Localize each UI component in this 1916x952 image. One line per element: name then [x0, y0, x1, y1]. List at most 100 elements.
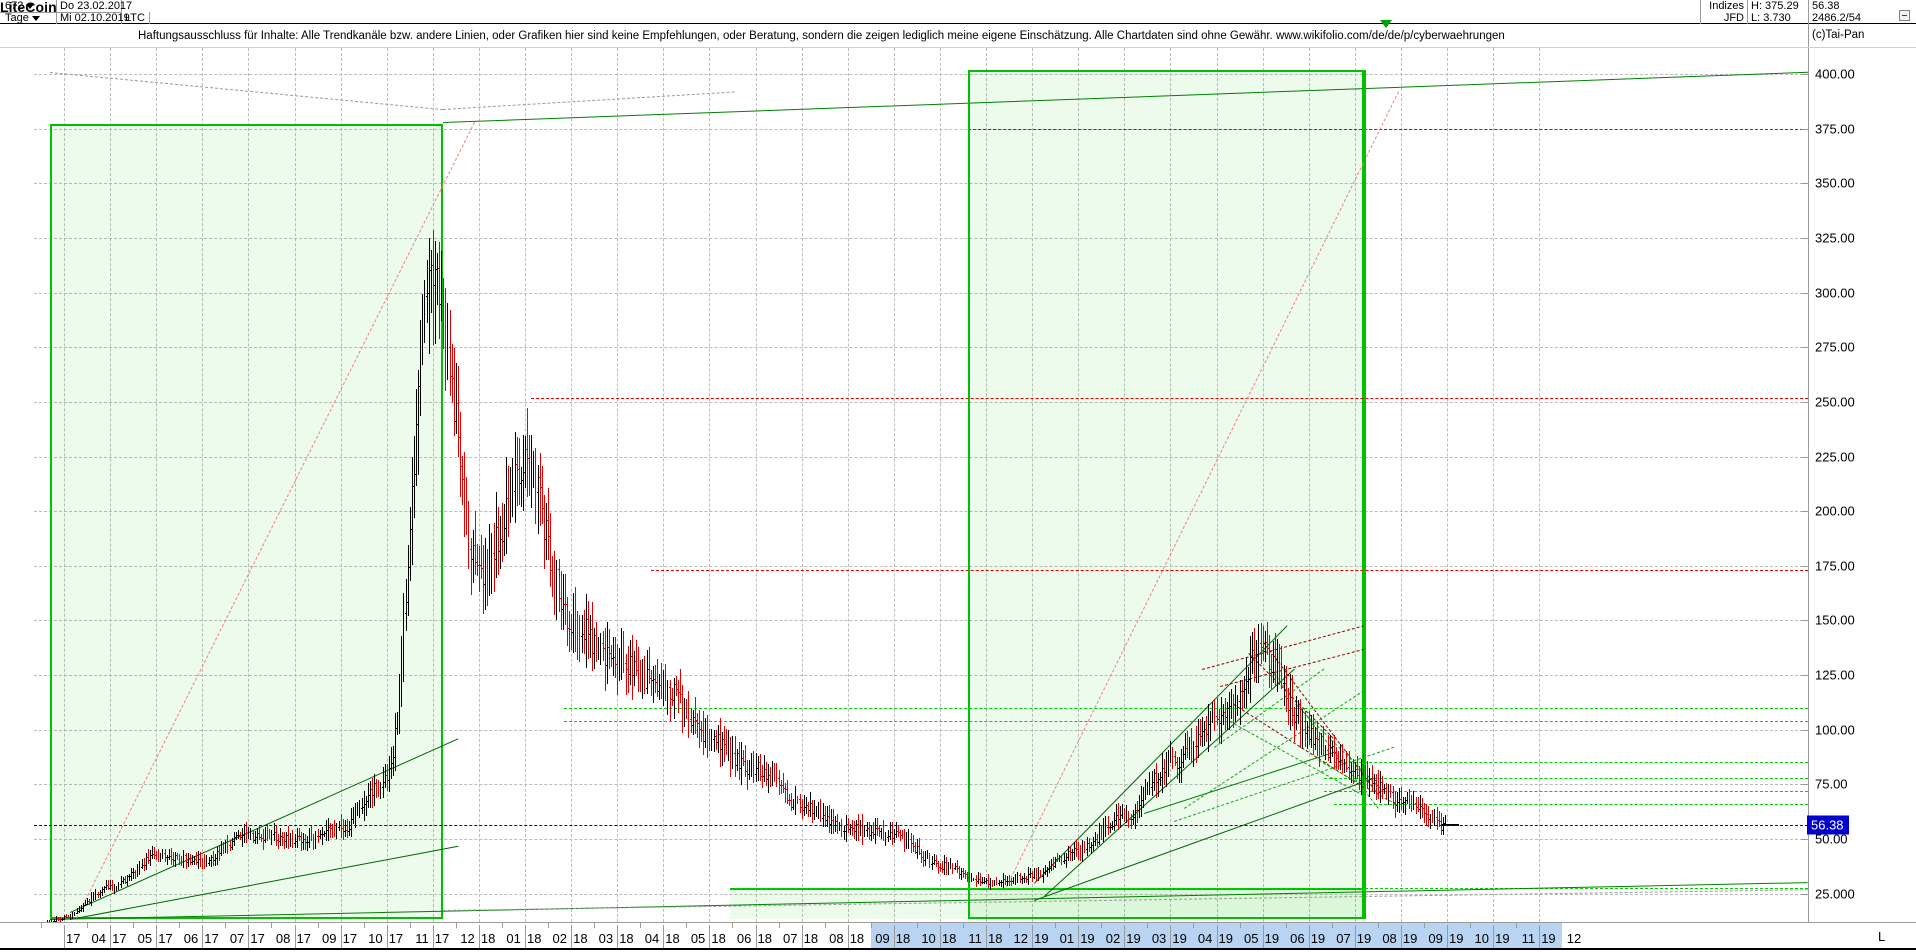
price-axis[interactable]: 400.00 375.00 350.00 325.00 300.00 275.00 250.…	[1801, 48, 1916, 922]
candle-close-tick	[902, 836, 903, 838]
candle-close-tick	[76, 911, 78, 913]
candle-wick	[835, 815, 837, 832]
candle-wick	[518, 438, 520, 505]
candle-close-tick	[900, 835, 901, 837]
candle-open-tick	[222, 846, 224, 848]
candle-close-tick	[1327, 756, 1329, 758]
candle-open-tick	[1035, 874, 1037, 876]
price-tick-mark	[1801, 893, 1809, 895]
candle-open-tick	[1039, 871, 1041, 873]
candle-wick	[527, 407, 529, 498]
candle-wick	[602, 631, 604, 662]
candle-close-tick	[514, 463, 516, 465]
candle-close-tick	[529, 480, 530, 482]
candle-open-tick	[1427, 813, 1429, 815]
candle-close-tick	[929, 864, 931, 866]
candle-close-tick	[1442, 823, 1444, 825]
candle-open-tick	[1242, 690, 1244, 692]
candle-wick	[558, 558, 560, 613]
candle-close-tick	[1277, 662, 1279, 664]
broker-label: JFD	[1701, 12, 1748, 24]
candle-close-tick	[1270, 672, 1272, 674]
candle-open-tick	[867, 827, 869, 829]
candle-wick	[782, 772, 784, 794]
candle-close-tick	[933, 859, 935, 861]
candle-close-tick	[246, 836, 248, 838]
candle-wick	[1172, 746, 1174, 769]
gridline-vertical	[1539, 48, 1541, 922]
candle-wick	[457, 365, 459, 458]
candle-close-tick	[1084, 849, 1086, 851]
candle-close-tick	[1128, 819, 1130, 821]
candle-wick	[1302, 708, 1304, 749]
date-axis-divider	[663, 925, 665, 948]
candle-close-tick	[814, 812, 815, 814]
candle-wick	[290, 832, 292, 848]
candle-open-tick	[1213, 710, 1215, 712]
candle-open-tick	[855, 830, 857, 832]
candle-close-tick	[688, 719, 690, 721]
date-axis[interactable]: 04 17 05 17 06 17 07 17 08 17 09 17 10 17 11 17 12 17 01 18…	[0, 922, 1916, 952]
candle-open-tick	[490, 559, 492, 561]
candle-close-tick	[160, 854, 162, 856]
candle-close-tick	[1197, 734, 1199, 736]
candle-open-tick	[654, 679, 655, 681]
date-label-month: 04	[644, 931, 660, 946]
date-label-month: 07	[783, 931, 798, 946]
date-to-field[interactable]: Mi 02.10.2019	[57, 12, 130, 24]
candle-open-tick	[1073, 851, 1074, 853]
candle-close-tick	[776, 777, 778, 779]
chart-plot-area[interactable]	[34, 48, 1808, 922]
candle-wick	[1076, 840, 1078, 857]
candle-wick	[1291, 674, 1293, 726]
candle-close-tick	[1308, 739, 1310, 741]
date-label-month: 02	[1105, 931, 1121, 946]
candle-close-tick	[1306, 730, 1308, 732]
candle-close-tick	[57, 919, 59, 921]
interval-dropdown[interactable]: Tage	[2, 12, 57, 24]
symbol-label[interactable]: LTC	[122, 12, 150, 24]
candle-close-tick	[200, 861, 201, 863]
candle-close-tick	[219, 853, 220, 855]
candle-close-tick	[133, 871, 134, 873]
candle-wick	[1015, 873, 1017, 885]
candle-wick	[1065, 853, 1067, 868]
candle-close-tick	[290, 836, 292, 838]
candle-wick	[1436, 806, 1438, 830]
candle-wick	[353, 806, 355, 825]
date-axis-divider	[202, 925, 204, 948]
candle-wick	[1338, 751, 1340, 770]
candle-wick	[1193, 741, 1195, 767]
candle-close-tick	[1126, 814, 1128, 816]
candle-close-tick	[258, 837, 260, 839]
candle-close-tick	[390, 762, 392, 764]
candle-open-tick	[147, 856, 148, 858]
candle-open-tick	[312, 837, 314, 839]
candle-close-tick	[868, 834, 870, 836]
candle-open-tick	[899, 832, 901, 834]
candle-close-tick	[1015, 877, 1017, 879]
date-from-field[interactable]: Do 23.02.2017	[57, 0, 132, 12]
marker-triangle-icon	[1380, 20, 1392, 28]
axis-scroll-label[interactable]: L	[1878, 929, 1886, 944]
candle-close-tick	[885, 836, 887, 838]
candle-open-tick	[1291, 696, 1292, 698]
candle-open-tick	[149, 859, 150, 861]
candle-close-tick	[958, 874, 960, 876]
bars-count-dropdown[interactable]: 672	[2, 0, 57, 12]
chevron-down-icon[interactable]	[31, 15, 40, 21]
candle-wick	[1050, 858, 1052, 872]
candle-close-tick	[747, 774, 748, 776]
candle-close-tick	[581, 633, 583, 635]
gridline-horizontal	[34, 838, 1808, 840]
candle-wick	[395, 712, 397, 771]
date-label-year: 18	[619, 931, 634, 946]
minimize-button[interactable]	[1899, 10, 1910, 21]
candle-open-tick	[71, 916, 73, 918]
chevron-down-icon[interactable]	[26, 3, 35, 9]
candle-close-tick	[298, 835, 300, 837]
candle-open-tick	[398, 721, 400, 722]
candle-wick	[143, 857, 145, 871]
candle-wick	[466, 476, 468, 535]
gridline-horizontal	[34, 784, 1808, 786]
